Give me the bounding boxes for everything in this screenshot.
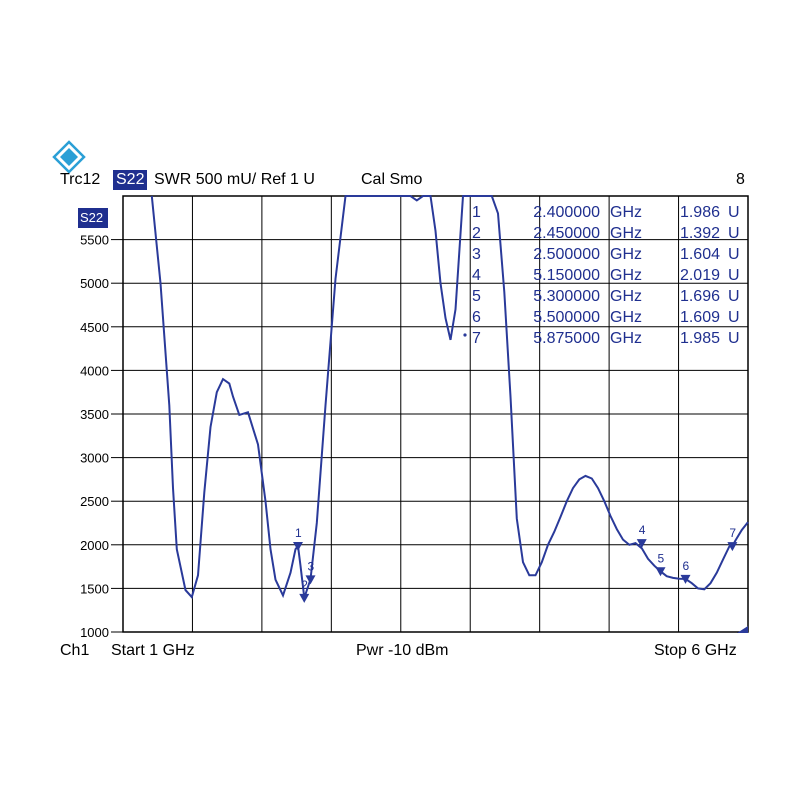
marker-table-freq: 2.500000 (533, 246, 600, 263)
channel-label: Ch1 (60, 642, 90, 659)
marker-table-freq: 5.875000 (533, 330, 600, 347)
marker-table-value: 1.604 (680, 246, 720, 263)
y-tick-label: 2000 (80, 538, 109, 553)
marker-table-unit: GHz (610, 288, 642, 305)
marker-table-vunit: U (728, 288, 740, 305)
marker-table-vunit: U (728, 309, 740, 326)
marker-1-label: 1 (295, 526, 302, 540)
marker-table-freq: 2.400000 (533, 204, 600, 221)
y-tick-label: 1000 (80, 625, 109, 640)
marker-table-value: 1.986 (680, 204, 720, 221)
marker-table-freq: 5.500000 (533, 309, 600, 326)
rohde-schwarz-logo-icon (52, 140, 86, 174)
marker-table-id: 2 (472, 225, 481, 242)
marker-table-unit: GHz (610, 267, 642, 284)
y-tick-label: 2500 (80, 494, 109, 509)
marker-6-label: 6 (683, 559, 690, 573)
trace-badge: S22 (80, 210, 103, 225)
marker-table-id: 3 (472, 246, 481, 263)
active-marker-dot (463, 333, 467, 337)
marker-table: 1 2.400000 GHz 1.986 U 2 2.450000 GHz 1.392 U 3 2.5… (463, 204, 740, 347)
marker-2-icon[interactable] (299, 593, 310, 603)
marker-table-value: 1.696 (680, 288, 720, 305)
marker-table-freq: 5.300000 (533, 288, 600, 305)
marker-table-vunit: U (728, 246, 740, 263)
stop-frequency: Stop 6 GHz (654, 642, 737, 659)
marker-table-id: 1 (472, 204, 481, 221)
marker-table-vunit: U (728, 204, 740, 221)
marker-table-unit: GHz (610, 225, 642, 242)
format-scale: SWR 500 mU/ Ref 1 U (154, 171, 315, 188)
marker-table-value: 2.019 (680, 267, 720, 284)
marker-table-value: 1.392 (680, 225, 720, 242)
marker-table-id: 4 (472, 267, 481, 284)
start-frequency: Start 1 GHz (111, 642, 195, 659)
marker-table-freq: 2.450000 (533, 225, 600, 242)
marker-1-icon[interactable] (293, 542, 303, 552)
marker-4-icon[interactable] (636, 539, 647, 549)
marker-table-freq: 5.150000 (533, 267, 600, 284)
marker-table-value: 1.609 (680, 309, 720, 326)
marker-table-id: 5 (472, 288, 481, 305)
marker-table-vunit: U (728, 225, 740, 242)
grid (111, 195, 749, 633)
marker-table-vunit: U (728, 330, 740, 347)
marker-table-unit: GHz (610, 246, 642, 263)
power-level: Pwr -10 dBm (356, 642, 449, 659)
y-tick-labels: 1000 1500 2000 2500 3000 3500 4000 4500 5000 5500 (80, 233, 109, 640)
marker-7-label: 7 (729, 526, 736, 540)
marker-5-label: 5 (658, 551, 665, 565)
y-tick-label: 3000 (80, 451, 109, 466)
marker-table-id: 6 (472, 309, 481, 326)
end-marker-icon (737, 626, 748, 633)
y-tick-label: 4000 (80, 363, 109, 378)
y-tick-label: 5000 (80, 276, 109, 291)
marker-4-label: 4 (639, 523, 646, 537)
s22-trace-line (150, 195, 749, 600)
marker-table-unit: GHz (610, 330, 642, 347)
marker-table-vunit: U (728, 267, 740, 284)
y-tick-label: 3500 (80, 407, 109, 422)
marker-2-label: 2 (301, 578, 308, 592)
trace-badge-bg (78, 208, 108, 228)
marker-3-icon[interactable] (305, 575, 316, 585)
trace-name: Trc12 (60, 171, 101, 188)
marker-6-icon[interactable] (680, 574, 691, 584)
trace-number: 8 (736, 171, 745, 188)
calibration-status: Cal Smo (361, 171, 423, 188)
marker-7-icon[interactable] (727, 542, 738, 552)
y-tick-label: 4500 (80, 320, 109, 335)
y-tick-label: 5500 (80, 233, 109, 248)
marker-table-id: 7 (472, 330, 481, 347)
parameter-badge[interactable]: S22 (113, 170, 148, 190)
marker-table-unit: GHz (610, 309, 642, 326)
marker-table-unit: GHz (610, 204, 642, 221)
y-tick-label: 1500 (80, 581, 109, 596)
marker-5-icon[interactable] (655, 567, 666, 577)
marker-3-label: 3 (308, 559, 315, 573)
marker-table-value: 1.985 (680, 330, 720, 347)
